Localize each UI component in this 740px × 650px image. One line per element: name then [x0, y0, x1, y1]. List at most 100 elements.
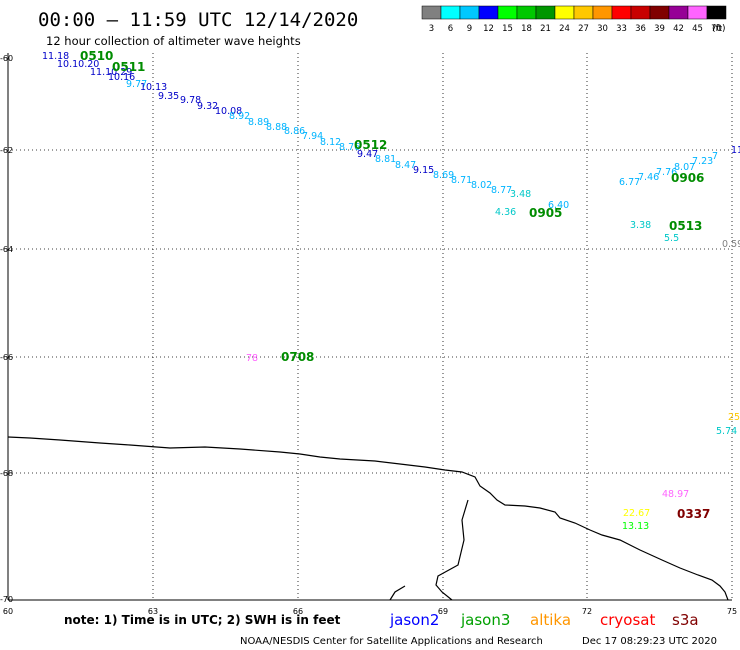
wave-height-label: 11.10.29 — [90, 67, 132, 78]
legend-label: 70 — [711, 24, 722, 34]
lon-label: 69 — [438, 607, 448, 616]
legend-swatch — [630, 5, 651, 20]
longitude-labels: 60 63 66 69 72 75 — [3, 607, 737, 616]
wave-height-label: 7.94 — [302, 131, 323, 142]
wave-height-label: 11.18 — [42, 51, 69, 62]
pass-time-label: 0905 — [529, 206, 562, 220]
legend-swatch — [611, 5, 632, 20]
wave-height-label: 9.32 — [197, 101, 218, 112]
map-title: 00:00 – 11:59 UTC 12/14/2020 — [38, 9, 358, 31]
wave-height-label: 9.15 — [413, 165, 434, 176]
wave-height-label: 8.71 — [451, 175, 472, 186]
wave-height-label: 13.13 — [622, 521, 649, 532]
legend-swatch — [554, 5, 575, 20]
satellite-legend: jason2 jason3 altika cryosat s3a — [389, 611, 699, 629]
lat-label: -68 — [0, 469, 13, 478]
wave-height-label: 22.67 — [623, 508, 650, 519]
wave-height-label: 8.77 — [491, 185, 512, 196]
legend-label: 21 — [540, 24, 551, 34]
map-subtitle: 12 hour collection of altimeter wave hei… — [46, 34, 301, 48]
pass-time-label: 0513 — [669, 219, 702, 233]
legend-label: 6 — [448, 24, 453, 34]
lon-label: 60 — [3, 607, 13, 616]
wave-height-label: 7.46 — [638, 172, 659, 183]
lon-label: 63 — [148, 607, 158, 616]
map-frame — [7, 53, 732, 601]
footer-note: note: 1) Time is in UTC; 2) SWH is in fe… — [64, 613, 341, 627]
pass-time-label: 0906 — [671, 171, 704, 185]
legend-label: 36 — [635, 24, 646, 34]
wave-height-label: 5.74 — [716, 426, 737, 437]
wave-height-label: 8.69 — [433, 170, 454, 181]
satellite-name: altika — [530, 611, 571, 629]
graticule — [8, 53, 733, 600]
wave-height-label: 8.88 — [266, 122, 287, 133]
pass-time-label: 0512 — [354, 138, 387, 152]
wave-height-label: 10.13 — [140, 82, 167, 93]
satellite-name: s3a — [672, 611, 699, 629]
wave-height-label: 7.23 — [692, 156, 713, 167]
legend-label: 12 — [483, 24, 494, 34]
legend-swatch — [478, 5, 499, 20]
legend-swatch — [421, 5, 442, 20]
wave-height-label: 5.5 — [664, 233, 679, 244]
wave-height-label: 8.12 — [320, 137, 341, 148]
lon-label: 72 — [582, 607, 592, 616]
satellite-name: cryosat — [600, 611, 655, 629]
coastline — [7, 436, 729, 601]
wave-height-label: 7.76 — [656, 167, 677, 178]
legend-swatch — [687, 5, 708, 20]
footer-timestamp: Dec 17 08:29:23 UTC 2020 — [582, 636, 717, 647]
legend-label: 24 — [559, 24, 570, 34]
legend-swatch — [573, 5, 594, 20]
wave-height-label: 8.07 — [674, 162, 695, 173]
wave-height-label: 11.36 — [731, 145, 740, 156]
legend-label: 45 — [692, 24, 703, 34]
legend-swatch — [459, 5, 480, 20]
wave-height-label: 8.86 — [284, 126, 305, 137]
wave-height-label: 4.36 — [495, 207, 516, 218]
legend-label: 42 — [673, 24, 684, 34]
wave-height-label: 9.77 — [126, 79, 147, 90]
wave-height-label: 6.77 — [619, 177, 640, 188]
pass-time-label: 0337 — [677, 507, 710, 521]
lat-label: -62 — [0, 146, 13, 155]
pass-time-label: 0511 — [112, 60, 145, 74]
legend-unit: (ft) — [712, 24, 726, 34]
wave-height-label: 9.47 — [357, 149, 378, 160]
lat-label: -66 — [0, 353, 13, 362]
legend-swatch — [592, 5, 613, 20]
latitude-labels: -60 -62 -64 -66 -68 -70 — [0, 54, 13, 604]
legend-label: 30 — [597, 24, 608, 34]
wave-height-label: 8.76 — [339, 142, 360, 153]
lat-label: -64 — [0, 245, 13, 254]
wave-height-label: 8.47 — [395, 160, 416, 171]
wave-height-label: 78 — [246, 353, 258, 364]
legend-label: 39 — [654, 24, 665, 34]
lat-label: -70 — [0, 595, 13, 604]
wave-height-label: 3.38 — [630, 220, 651, 231]
legend-swatch — [668, 5, 689, 20]
satellite-name: jason2 — [389, 611, 439, 629]
wave-height-label: 10.08 — [215, 106, 242, 117]
wave-height-label: 48.97 — [662, 489, 689, 500]
wave-height-label: 9.78 — [180, 95, 201, 106]
legend-swatch — [706, 5, 727, 20]
wave-height-label: 10.16 — [108, 72, 135, 83]
legend-label: 27 — [578, 24, 589, 34]
wave-height-label: 8.02 — [471, 180, 492, 191]
lon-label: 75 — [727, 607, 737, 616]
satellite-name: jason3 — [460, 611, 510, 629]
wave-height-label: 0.59 — [722, 239, 740, 250]
wave-height-label: 8.81 — [375, 154, 396, 165]
legend-swatch — [440, 5, 461, 20]
legend-swatch — [649, 5, 670, 20]
wave-height-label: 3.48 — [510, 189, 531, 200]
legend-label: 33 — [616, 24, 627, 34]
wave-height-label: 8.92 — [229, 111, 250, 122]
wave-height-legend: 3 6 9 12 15 18 21 24 27 30 33 36 39 42 45 70 — [421, 5, 727, 34]
legend-swatch — [516, 5, 537, 20]
legend-label: 18 — [521, 24, 532, 34]
